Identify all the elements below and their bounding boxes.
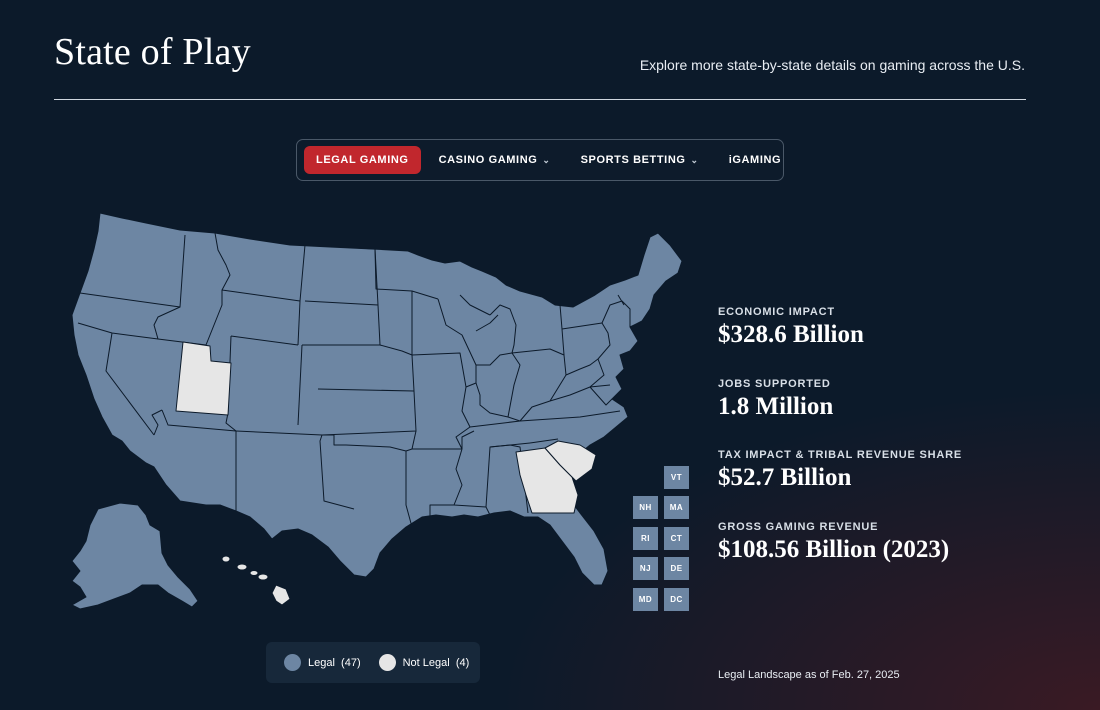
us-contiguous-states[interactable] — [71, 212, 683, 586]
tab-casino-gaming[interactable]: CASINO GAMING ⌄ — [429, 146, 561, 174]
stat-label: TAX IMPACT & TRIBAL REVENUE SHARE — [718, 449, 962, 461]
state-button-ma[interactable]: MA — [664, 496, 689, 519]
state-button-nj[interactable]: NJ — [633, 557, 658, 580]
state-button-de[interactable]: DE — [664, 557, 689, 580]
stat-value: 1.8 Million — [718, 392, 834, 420]
small-state-buttons: VT NH MA RI CT NJ DE MD DC — [633, 466, 689, 612]
legal-landscape-date: Legal Landscape as of Feb. 27, 2025 — [718, 669, 900, 681]
not-legal-swatch-icon — [378, 654, 396, 671]
chevron-down-icon: ⌄ — [542, 154, 551, 165]
gaming-stats: ECONOMIC IMPACT $328.6 Billion JOBS SUPP… — [718, 306, 1078, 592]
stat-label: ECONOMIC IMPACT — [718, 306, 835, 318]
tab-igaming[interactable]: iGAMING — [719, 146, 791, 174]
category-tabs: LEGAL GAMING CASINO GAMING ⌄ SPORTS BETT… — [296, 139, 784, 181]
state-button-dc[interactable]: DC — [664, 588, 689, 611]
state-button-ri[interactable]: RI — [633, 527, 658, 550]
stat-jobs-supported: JOBS SUPPORTED 1.8 Million — [718, 378, 1078, 450]
tab-sports-betting-label: SPORTS BETTING — [580, 154, 686, 166]
legend-not-legal-count: (4) — [455, 656, 470, 669]
stat-label: JOBS SUPPORTED — [718, 377, 831, 390]
state-button-nh[interactable]: NH — [633, 496, 658, 519]
legend-legal-count: (47) — [341, 656, 361, 669]
state-utah[interactable] — [175, 341, 232, 416]
stat-value: $328.6 Billion — [718, 321, 864, 348]
explore-tagline: Explore more state-by-state details on g… — [639, 57, 1025, 73]
stat-gross-gaming-revenue: GROSS GAMING REVENUE $108.56 Billion (20… — [718, 521, 1078, 593]
stat-value: $52.7 Billion — [718, 464, 852, 491]
legend-legal-label: Legal — [308, 656, 335, 669]
legend-not-legal-label: Not Legal — [402, 656, 450, 669]
tab-casino-gaming-label: CASINO GAMING — [438, 154, 538, 166]
state-button-ct[interactable]: CT — [664, 527, 689, 550]
chevron-down-icon: ⌄ — [690, 154, 699, 165]
stat-tax-impact: TAX IMPACT & TRIBAL REVENUE SHARE $52.7 … — [718, 449, 1078, 521]
page-title: State of Play — [54, 31, 251, 73]
stat-economic-impact: ECONOMIC IMPACT $328.6 Billion — [718, 306, 1078, 378]
state-south-carolina[interactable] — [544, 440, 597, 482]
stat-value: $108.56 Billion (2023) — [718, 535, 950, 563]
legal-swatch-icon — [284, 654, 301, 671]
state-hawaii[interactable] — [221, 555, 291, 606]
tab-igaming-label: iGAMING — [728, 154, 782, 166]
state-alaska[interactable] — [71, 502, 199, 610]
state-button-vt[interactable]: VT — [664, 466, 689, 489]
stat-label: GROSS GAMING REVENUE — [718, 520, 879, 533]
tab-legal-gaming[interactable]: LEGAL GAMING — [304, 146, 421, 174]
tab-legal-gaming-label: LEGAL GAMING — [316, 154, 409, 166]
state-button-md[interactable]: MD — [633, 588, 658, 611]
tab-sports-betting[interactable]: SPORTS BETTING ⌄ — [571, 146, 709, 174]
header-divider — [54, 99, 1026, 100]
us-map — [71, 212, 683, 610]
map-legend: Legal (47) Not Legal (4) — [266, 642, 480, 683]
